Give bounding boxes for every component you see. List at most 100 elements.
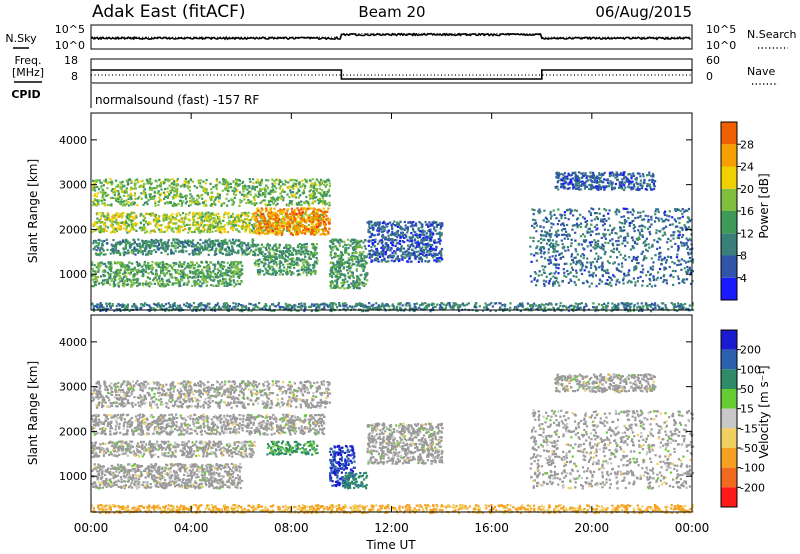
data-cell (164, 202, 167, 205)
data-cell (167, 264, 170, 267)
data-cell (189, 275, 192, 278)
data-cell (231, 228, 235, 232)
data-cell (349, 240, 352, 243)
data-cell (149, 250, 152, 253)
data-cell (259, 216, 262, 219)
data-cell (95, 195, 98, 198)
data-cell (183, 261, 186, 264)
data-cell (129, 271, 132, 274)
data-cell (199, 221, 202, 224)
data-cell (293, 266, 296, 269)
data-cell (324, 229, 327, 232)
data-cell (310, 216, 313, 219)
data-cell (321, 200, 324, 203)
data-cell (104, 180, 107, 183)
data-cell (123, 189, 126, 193)
data-cell (102, 253, 105, 256)
data-cell (259, 184, 262, 187)
data-cell (320, 181, 323, 184)
data-cell (125, 199, 128, 202)
data-cell (351, 263, 354, 266)
data-cell (216, 284, 219, 287)
data-cell (233, 190, 236, 193)
data-cell (262, 199, 265, 202)
data-cell (250, 244, 253, 247)
data-cell (91, 261, 94, 264)
data-cell (244, 230, 247, 233)
data-cell (312, 255, 315, 258)
data-cell (154, 224, 157, 227)
data-cell (96, 221, 99, 224)
data-cell (374, 258, 377, 261)
data-cell (213, 267, 216, 270)
data-cell (221, 189, 224, 192)
data-cell (385, 244, 388, 247)
data-cell (359, 256, 362, 259)
data-cell (579, 213, 582, 216)
data-cell (168, 184, 171, 187)
data-cell (138, 249, 141, 252)
data-cell (360, 257, 363, 260)
data-cell (173, 186, 176, 190)
data-cell (119, 261, 122, 264)
data-cell (142, 192, 146, 195)
data-cell (170, 250, 173, 253)
data-cell (106, 242, 109, 245)
data-cell (384, 251, 387, 254)
data-cell (374, 224, 377, 227)
data-cell (336, 281, 339, 284)
data-cell (254, 253, 257, 256)
data-cell (115, 246, 118, 249)
data-cell (119, 196, 122, 199)
data-cell (324, 180, 327, 183)
data-cell (199, 238, 202, 241)
data-cell (103, 204, 106, 207)
data-cell (145, 253, 148, 256)
data-cell (232, 223, 235, 226)
data-cell (391, 226, 394, 229)
data-cell (351, 254, 354, 257)
data-cell (167, 180, 170, 183)
data-cell (298, 210, 301, 213)
data-cell (224, 211, 227, 214)
data-cell (179, 192, 182, 195)
data-cell (231, 274, 235, 277)
data-cell (406, 229, 409, 232)
data-cell (433, 227, 436, 230)
data-cell (114, 249, 117, 252)
data-cell (122, 253, 126, 256)
data-cell (333, 263, 336, 266)
data-cell (312, 183, 316, 186)
data-cell (262, 245, 265, 249)
data-cell (132, 238, 135, 241)
data-cell (231, 238, 235, 241)
data-cell (228, 264, 232, 267)
data-cell (197, 179, 200, 182)
data-cell (198, 212, 201, 215)
data-cell (136, 279, 139, 282)
data-cell (197, 274, 200, 277)
data-cell (215, 186, 218, 189)
data-cell (187, 180, 190, 183)
data-cell (255, 202, 258, 205)
data-cell (142, 240, 145, 243)
data-cell (166, 229, 169, 232)
data-cell (375, 247, 378, 250)
data-cell (151, 272, 154, 275)
data-cell (276, 198, 280, 202)
data-cell (293, 179, 296, 182)
data-cell (215, 225, 218, 228)
data-cell (192, 245, 196, 248)
data-cell (351, 272, 354, 275)
data-cell (115, 275, 118, 278)
data-cell (249, 190, 252, 193)
data-cell (125, 191, 128, 194)
data-cell (410, 232, 413, 235)
data-cell (139, 244, 142, 248)
data-cell (269, 248, 272, 251)
data-cell (391, 228, 394, 231)
data-cell (172, 202, 176, 205)
data-cell (232, 226, 235, 229)
data-cell (139, 246, 142, 249)
data-cell (128, 246, 131, 249)
